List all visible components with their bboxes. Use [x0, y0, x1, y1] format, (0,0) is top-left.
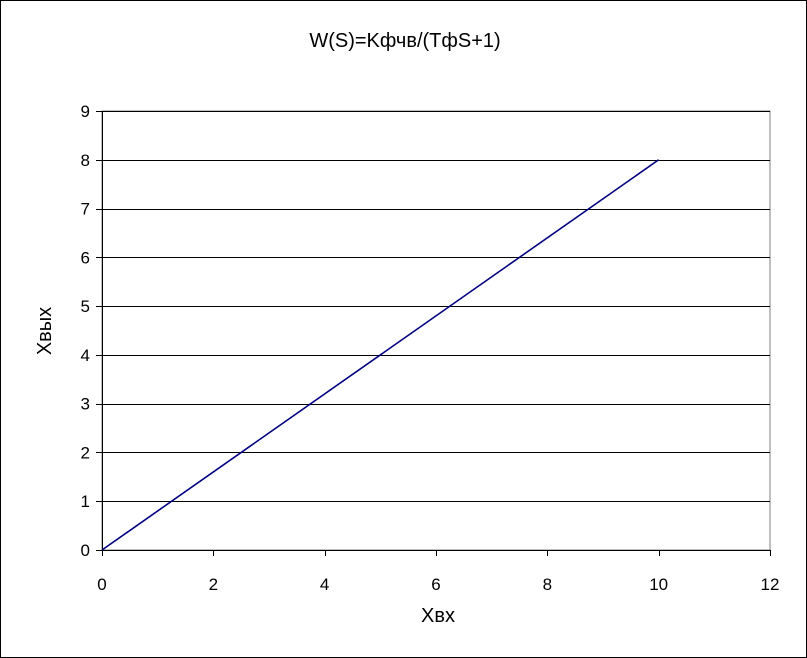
y-tick-label-3: 3 [81, 395, 90, 414]
plot-area [101, 110, 771, 551]
x-tick-label-10: 10 [649, 575, 668, 594]
y-tick-label-0: 0 [81, 541, 90, 560]
x-axis-title: Xвх [421, 605, 455, 627]
x-tick-label-8: 8 [543, 575, 552, 594]
chart-title: W(S)=Kфчв/(TфS+1) [309, 30, 500, 52]
axes [96, 111, 771, 556]
x-tick-label-4: 4 [320, 575, 329, 594]
y-tick-label-1: 1 [81, 492, 90, 511]
y-tick-label-4: 4 [81, 346, 90, 365]
x-tick-label-6: 6 [431, 575, 440, 594]
y-tick-label-5: 5 [81, 297, 90, 316]
gridlines [102, 111, 770, 502]
y-tick-label-6: 6 [81, 248, 90, 267]
y-tick-label-8: 8 [81, 151, 90, 170]
x-tick-label-0: 0 [97, 575, 106, 594]
x-tick-label-12: 12 [761, 575, 780, 594]
series-line-1 [101, 159, 660, 551]
x-tick-label-2: 2 [209, 575, 218, 594]
y-tick-label-9: 9 [81, 102, 90, 121]
y-axis-title: Xвых [34, 307, 56, 355]
y-tick-label-2: 2 [81, 443, 90, 462]
series-layer [101, 159, 660, 551]
y-tick-label-7: 7 [81, 200, 90, 219]
